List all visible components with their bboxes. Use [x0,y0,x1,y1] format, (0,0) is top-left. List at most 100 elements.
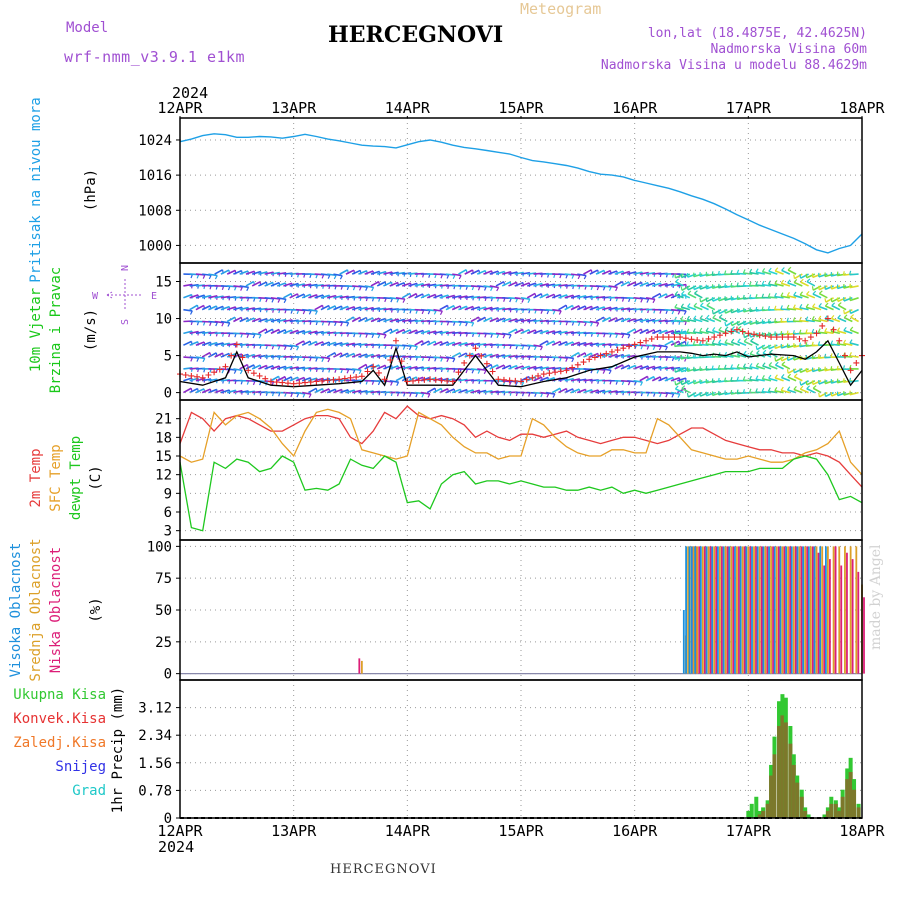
wind-barb [489,353,499,358]
wind-barb-flag [358,286,362,291]
wind-barb [849,342,859,346]
wind-barb [351,353,361,358]
wind-barb [577,273,587,277]
wind-barb-flag [571,358,575,363]
wind-barb-flag [396,381,400,387]
wind-barb-flag [717,270,720,276]
wind-barb [364,270,374,275]
wind-barb [849,355,859,358]
wind-barb-flag [565,274,569,279]
wind-barb [445,294,455,299]
wind-barb [358,353,368,358]
wind-barb-flag [743,338,748,342]
wind-barb-flag [677,393,681,398]
wind-gust-marker [250,370,257,377]
wind-barb [277,272,287,275]
wind-barb [514,354,524,358]
wind-barb-flag [805,316,809,321]
wind-barb-flag [314,310,318,315]
wind-barb [501,364,511,370]
wind-barb [724,308,734,314]
wind-barb-flag [742,294,745,300]
wind-barb [408,282,418,287]
wind-barb-flag [843,326,847,331]
wind-barb-flag [340,322,343,327]
wind-barb [264,354,274,358]
wind-barb [699,285,709,290]
wind-barb-flag [705,314,710,319]
wind-barb [768,332,778,337]
wind-barb-flag [748,388,752,393]
wind-barb-flag [792,317,796,322]
compass-s-label: S [120,319,131,325]
wind-barb [693,273,703,278]
wind-barb [245,280,255,287]
wind-barb-flag [755,306,758,312]
wind-barb [495,281,505,287]
wind-barb [693,318,703,323]
wind-barb-flag [774,374,778,379]
wind-barb [302,366,312,370]
wind-barb [314,330,324,335]
wind-barb [301,340,311,346]
wind-gust-marker [489,368,496,375]
wind-gust-marker [853,359,860,366]
wind-gust-marker [336,376,343,383]
wind-barb [849,391,859,396]
wind-barb [420,391,430,395]
wind-gust-marker [557,368,564,375]
wind-barb [295,340,305,346]
wind-barb-flag [664,346,668,351]
wind-barb-flag [769,349,773,354]
wind-barb [358,363,367,370]
wind-barb [693,379,703,385]
wind-barb-flag [831,302,836,307]
wind-barb [731,320,741,327]
wind-barb [787,307,797,311]
wind-barb [258,307,268,311]
wind-gust-marker [762,333,769,340]
wind-barb-flag [680,354,683,359]
wind-barb [345,389,355,394]
wind-gust-marker [444,377,451,384]
wind-gust-marker [267,378,274,385]
wind-barb [420,330,430,335]
wind-barb [408,344,418,348]
wind-barb [558,294,568,299]
wind-barb [755,271,765,275]
footer-station: HERCEGNOVI [330,862,437,877]
wind-barb [414,293,424,299]
wind-barb-flag [762,362,766,367]
wind-barb [658,293,667,299]
wind-barb [674,368,684,373]
wind-barb [539,340,549,346]
wind-barb [202,331,212,335]
wind-barb-flag [774,318,777,323]
wind-gust-marker [620,345,627,352]
wind-barb [837,379,847,384]
wind-barb-flag [775,361,779,366]
wind-barb-flag [731,326,735,330]
wind-barb [693,331,703,335]
y-tick-label: 0.78 [138,783,172,799]
wind-barb-flag [321,274,325,279]
wind-barb [794,273,803,280]
wind-barb-flag [724,364,727,369]
wind-barb [208,388,218,394]
wind-gust-marker [654,334,661,341]
wind-barb [489,390,499,394]
wind-barb [805,306,816,311]
wind-barb [570,378,580,382]
wind-barb [351,316,361,323]
wind-barb-flag [749,268,753,273]
year-top: 2024 [172,84,209,102]
wind-barb [614,280,624,287]
wind-barb-flag [365,286,368,291]
wind-barb [712,342,722,346]
wind-barb-flag [365,333,369,338]
wind-barb [608,353,618,358]
wind-barb-flag [849,364,852,370]
wind-barb [576,305,586,311]
wind-barb-flag [680,316,684,321]
wind-gust-marker [364,368,371,375]
